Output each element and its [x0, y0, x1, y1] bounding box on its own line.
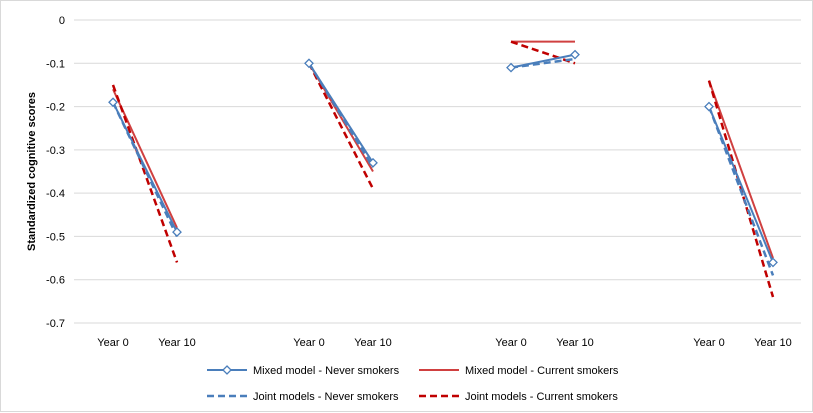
series-line: [707, 106, 775, 276]
y-tick-label: -0.6: [46, 275, 65, 287]
data-point-marker: [108, 97, 118, 108]
series-line: [112, 88, 178, 229]
series-line: [510, 40, 576, 65]
series-line: [510, 53, 576, 69]
x-tick-label: Year 0: [293, 337, 324, 349]
x-tick-label: Year 0: [97, 337, 128, 349]
data-point-marker: [704, 101, 714, 112]
x-tick-label: Year 0: [693, 337, 724, 349]
y-tick-label: -0.4: [46, 188, 65, 200]
series-line: [308, 62, 374, 164]
data-point-marker: [506, 62, 516, 73]
series-line: [708, 80, 774, 259]
y-tick-label: -0.7: [46, 318, 65, 330]
data-point-marker: [570, 49, 580, 60]
series-line: [112, 101, 178, 233]
data-point-marker: [368, 157, 378, 168]
data-point-marker: [768, 257, 778, 268]
x-tick-label: Year 0: [495, 337, 526, 349]
legend-label: Mixed model - Never smokers: [253, 365, 400, 377]
y-tick-label: -0.5: [46, 231, 65, 243]
y-tick-label: 0: [59, 15, 65, 27]
x-tick-label: Year 10: [754, 337, 792, 349]
series-line: [307, 62, 375, 168]
y-axis-label: Standardized cognitive scores: [26, 92, 38, 251]
y-tick-label: -0.2: [46, 102, 65, 114]
legend-marker: [222, 365, 232, 375]
series-line: [111, 84, 179, 263]
series-line: [708, 106, 774, 263]
series-line: [307, 62, 375, 190]
legend-label: Joint models - Never smokers: [253, 391, 399, 403]
data-point-marker: [172, 227, 182, 238]
y-tick-label: -0.1: [46, 58, 65, 70]
data-point-marker: [304, 58, 314, 69]
y-tick-label: -0.3: [46, 145, 65, 157]
legend-label: Joint models - Current smokers: [465, 391, 618, 403]
x-tick-label: Year 10: [354, 337, 392, 349]
x-tick-label: Year 10: [556, 337, 594, 349]
x-tick-label: Year 10: [158, 337, 196, 349]
legend-label: Mixed model - Current smokers: [465, 365, 619, 377]
